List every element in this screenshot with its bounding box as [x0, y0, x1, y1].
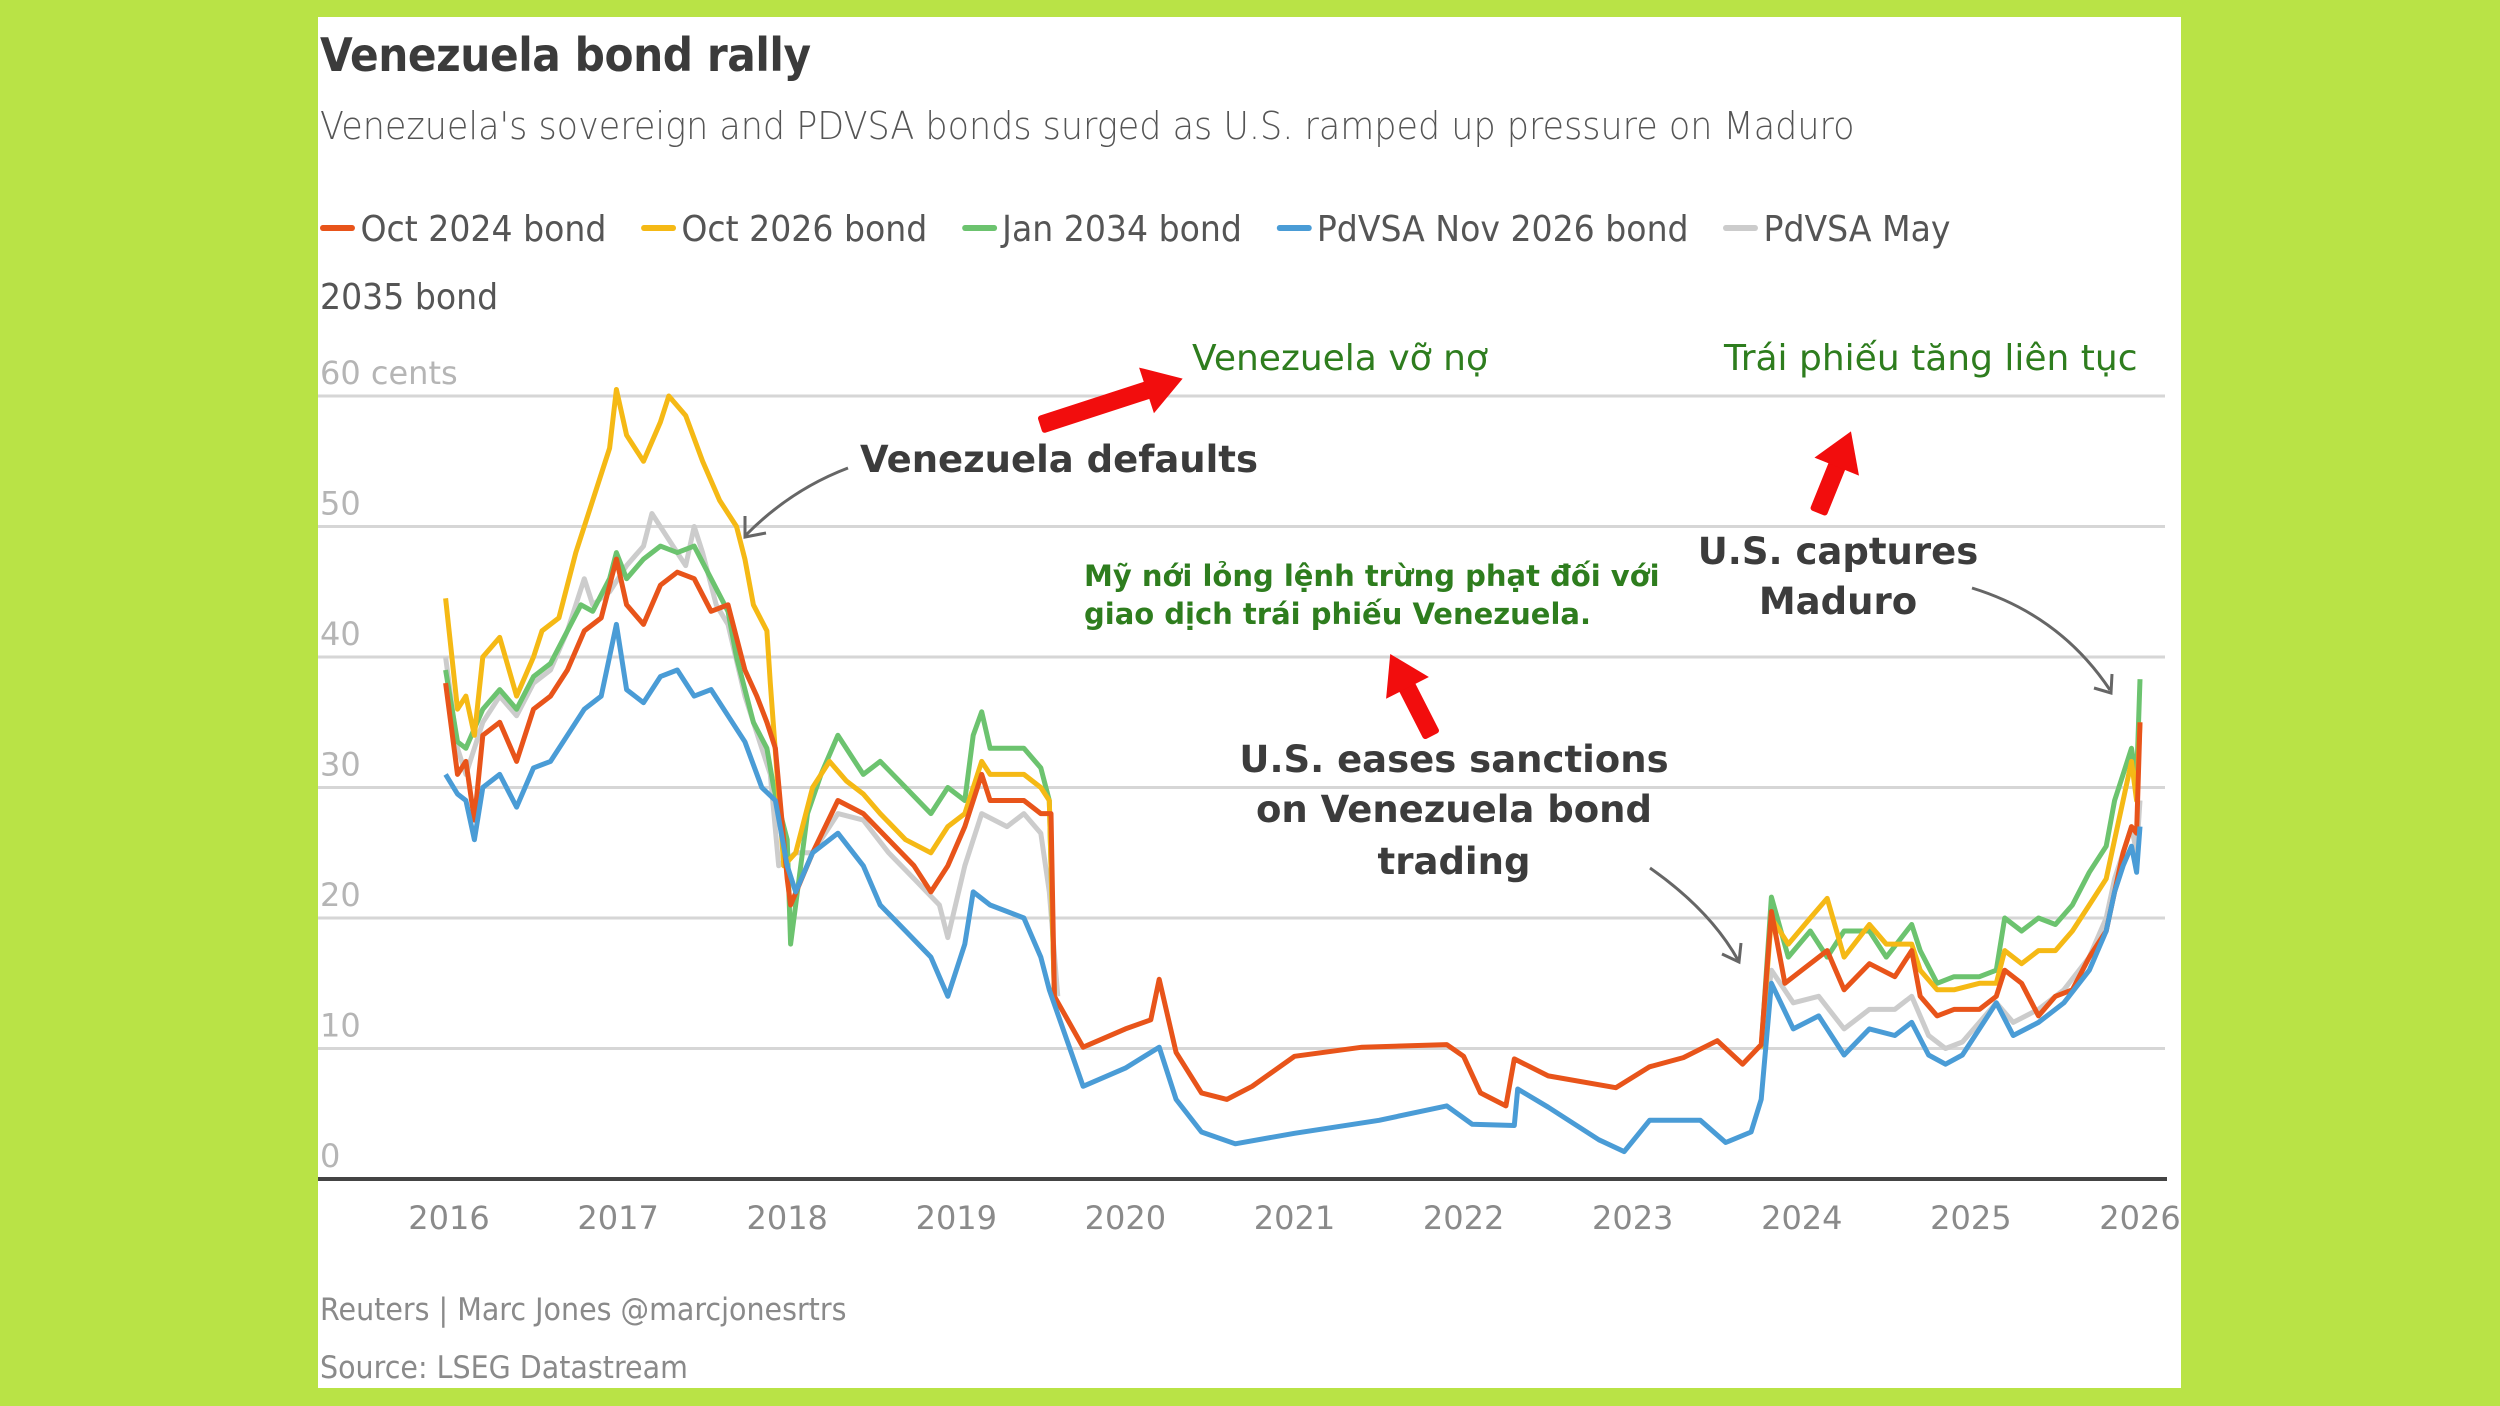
x-tick-label: 2026 — [2099, 1199, 2180, 1237]
x-tick-label: 2021 — [1254, 1199, 1335, 1237]
legend-swatch-jan-2034 — [961, 225, 997, 231]
x-tick-label: 2019 — [916, 1199, 997, 1237]
annotation-captures-line2: Maduro — [1759, 580, 1917, 623]
footer-credit: Reuters | Marc Jones @marcjonesrtrs — [320, 1292, 847, 1328]
chart-title: Venezuela bond rally — [320, 28, 811, 82]
series-lines — [443, 387, 2143, 1155]
y-tick-label: 20 — [320, 876, 361, 914]
y-tick-label: 60 cents — [320, 354, 458, 392]
x-tick-label: 2020 — [1085, 1199, 1166, 1237]
x-tick-label: 2016 — [408, 1199, 489, 1237]
annotation-vi-eases-line2: giao dịch trái phiếu Venezuela. — [1084, 597, 1591, 631]
gridlines — [318, 394, 2165, 1050]
y-tick-label: 30 — [320, 746, 361, 784]
red-arrow-eases — [1386, 654, 1439, 740]
series-line-jan-2034-bond — [443, 543, 1057, 997]
defaults-pointer-arrowhead — [743, 516, 767, 539]
captures-pointer-arrowhead — [2093, 673, 2114, 695]
legend-swatch-pdvsa-nov-2026 — [1276, 225, 1312, 231]
annotation-venezuela-defaults: Venezuela defaults — [860, 438, 1258, 481]
legend-label: Oct 2026 bond — [681, 209, 928, 250]
series-line-oct-2026-bond — [443, 387, 1057, 997]
red-arrow-rally — [1810, 431, 1859, 516]
series-line-oct-2026-bond-2024-2026 — [1758, 722, 2143, 1049]
legend-item-jan-2034: Jan 2034 bond — [961, 209, 1242, 250]
annotation-eases-line3: trading — [1378, 840, 1531, 883]
legend-item-oct-2026: Oct 2026 bond — [640, 209, 928, 250]
legend-item-pdvsa-nov-2026: PdVSA Nov 2026 bond — [1276, 209, 1689, 250]
series-line-jan-2034-bond-2024-2026 — [1758, 679, 2143, 1049]
series-line-oct-2024-bond — [443, 556, 2143, 1109]
legend-label: Jan 2034 bond — [1002, 209, 1242, 250]
chart-subtitle: Venezuela's sovereign and PDVSA bonds su… — [320, 104, 1855, 148]
x-tick-label: 2024 — [1761, 1199, 1842, 1237]
legend-swatch-oct-2026 — [640, 225, 676, 231]
eases-pointer-arrowhead — [1721, 942, 1743, 965]
y-tick-label: 40 — [320, 615, 361, 653]
x-tick-label: 2025 — [1930, 1199, 2011, 1237]
captures-pointer-arrow — [1971, 586, 2112, 691]
x-tick-label: 2018 — [746, 1199, 827, 1237]
defaults-pointer-arrow — [743, 466, 849, 538]
legend-item-oct-2024: Oct 2024 bond — [320, 209, 606, 250]
x-tick-label: 2022 — [1423, 1199, 1504, 1237]
legend-label: Oct 2024 bond — [360, 209, 607, 250]
legend-item-pdvsa-may-2035: PdVSA May 2035 bond — [320, 209, 1950, 318]
annotation-vi-defaults: Venezuela vỡ nợ — [1192, 338, 1488, 379]
red-arrow-defaults — [1037, 367, 1183, 433]
y-tick-label: 50 — [320, 485, 361, 523]
annotation-captures-line1: U.S. captures — [1698, 530, 1978, 573]
annotation-vi-rally: Trái phiếu tăng liên tục — [1723, 338, 2138, 379]
footer-source: Source: LSEG Datastream — [320, 1350, 688, 1386]
legend-label: PdVSA Nov 2026 bond — [1316, 209, 1689, 250]
legend-swatch-oct-2024 — [320, 225, 355, 231]
annotation-eases-line2: on Venezuela bond — [1256, 788, 1652, 831]
legend-label: PdVSA May 2035 bond — [320, 209, 1951, 318]
y-tick-label: 0 — [320, 1137, 340, 1175]
x-tick-label: 2023 — [1592, 1199, 1673, 1237]
series-line-pdvsa-nov-2026-bond — [443, 621, 2143, 1155]
legend-swatch-pdvsa-may-2035 — [1723, 225, 1759, 231]
y-axis-ticks: 0 10 20 30 40 50 60 cents — [320, 354, 458, 1175]
series-line-pdvsa-may-2035-bond — [443, 511, 1061, 997]
y-tick-label: 10 — [320, 1007, 361, 1045]
annotation-vi-eases-line1: Mỹ nới lỏng lệnh trừng phạt đối với — [1084, 559, 1660, 593]
eases-pointer-arrow — [1649, 866, 1740, 961]
legend: Oct 2024 bond Oct 2026 bond Jan 2034 bon… — [320, 196, 2031, 332]
annotation-eases-line1: U.S. eases sanctions — [1239, 738, 1668, 781]
x-tick-label: 2017 — [577, 1199, 658, 1237]
x-axis-ticks: 2016 2017 2018 2019 2020 2021 2022 2023 2024 2025… — [408, 1199, 2180, 1237]
chart-card — [318, 17, 2181, 1388]
